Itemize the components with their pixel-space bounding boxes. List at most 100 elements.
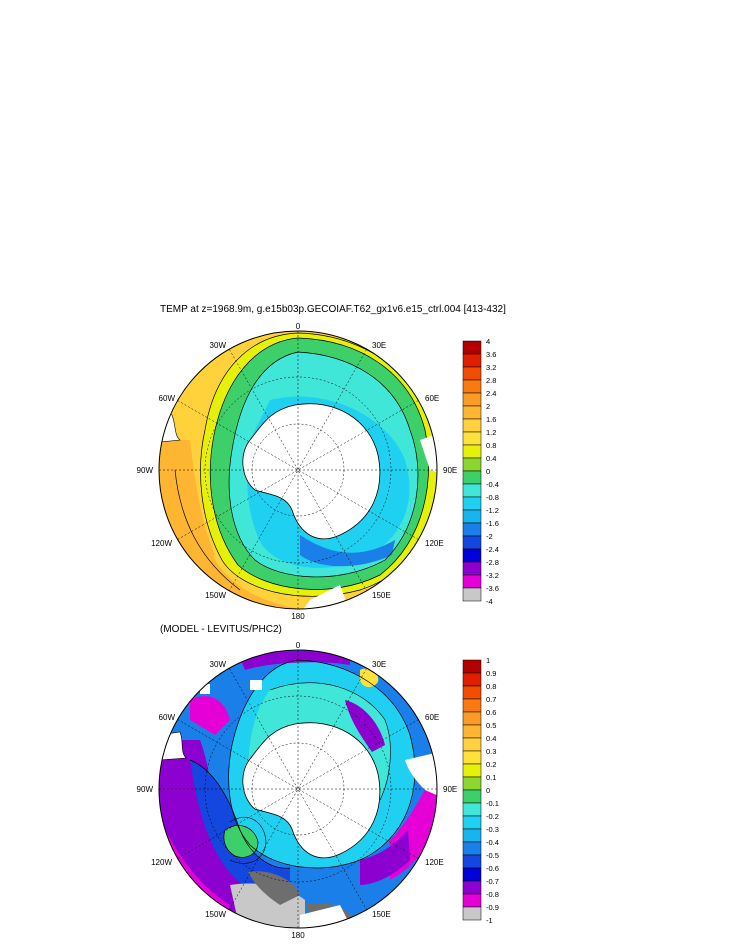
map2-colorbar-box (462, 659, 482, 674)
map1-colorbar-box (462, 535, 482, 550)
map1-colorbar-box (462, 444, 482, 459)
map2-lon-label-90e: 90E (443, 785, 457, 794)
map1-lon-label-150e: 150E (372, 591, 391, 600)
map2-lon-label-30w: 30W (210, 660, 227, 669)
map1-colorbar-box (462, 548, 482, 563)
map2-colorbar-label: 0.3 (486, 747, 496, 756)
map1-colorbar-box (462, 418, 482, 433)
map2-colorbar-box (462, 685, 482, 700)
map1-colorbar-label: 1.2 (486, 428, 496, 437)
map2-lon-label-90w: 90W (137, 785, 154, 794)
map1-colorbar-label: -1.2 (486, 506, 499, 515)
map1-colorbar-box (462, 405, 482, 420)
map1-colorbar-label: 3.2 (486, 363, 496, 372)
map2-lon-label-120e: 120E (425, 858, 444, 867)
map2-lon-label-150w: 150W (205, 910, 226, 919)
map2-colorbar-box (462, 737, 482, 752)
map1-lon-label-60e: 60E (425, 394, 439, 403)
map1-colorbar-label: 1.6 (486, 415, 496, 424)
map1-colorbar-label: -0.4 (486, 480, 499, 489)
map2-colorbar-label: 0.1 (486, 773, 496, 782)
map1-colorbar: 4 3.6 3.2 2.8 2.4 2 1.6 1.2 0.8 0.4 0 -0.4 -0.8 -1.2 -… (462, 337, 499, 606)
map1-lon-label-150w: 150W (205, 591, 226, 600)
map2-lon-label-60e: 60E (425, 713, 439, 722)
map1-colorbar-label: -4 (486, 597, 493, 606)
map1-colorbar-box (462, 366, 482, 381)
map2-colorbar-box (462, 828, 482, 843)
map2-colorbar-box (462, 763, 482, 778)
map1-colorbar-label: -1.6 (486, 519, 499, 528)
map1-colorbar-label: 0.8 (486, 441, 496, 450)
map1-colorbar-box (462, 587, 482, 602)
map1-colorbar-box (462, 431, 482, 446)
map1-lon-label-0: 0 (296, 322, 301, 331)
map2-lon-label-0: 0 (296, 641, 301, 650)
map2-colorbar-label: -0.4 (486, 838, 499, 847)
map2-colorbar-label: -0.8 (486, 890, 499, 899)
map2-colorbar-label: -1 (486, 916, 493, 925)
map1-colorbar-label: -3.6 (486, 584, 499, 593)
map2-colorbar-box (462, 815, 482, 830)
map1-colorbar-label: 3.6 (486, 350, 496, 359)
map1-colorbar-box (462, 379, 482, 394)
map2-colorbar-label: 0.9 (486, 669, 496, 678)
map1-colorbar-box (462, 496, 482, 511)
map1-colorbar-box (462, 483, 482, 498)
map1-colorbar-box (462, 509, 482, 524)
map1-colorbar-box (462, 457, 482, 472)
map1-lon-label-30w: 30W (210, 341, 227, 350)
map2-colorbar-label: 0.6 (486, 708, 496, 717)
map1-colorbar-label: -2.4 (486, 545, 499, 554)
map2-colorbar-label: -0.9 (486, 903, 499, 912)
map2-lon-label-30e: 30E (372, 660, 386, 669)
map1-colorbar-box (462, 470, 482, 485)
map1-title: TEMP at z=1968.9m, g.e15b03p.GECOIAF.T62… (160, 304, 506, 315)
map1-colorbar-label: -2.8 (486, 558, 499, 567)
map1-colorbar-box (462, 392, 482, 407)
map2-colorbar-box (462, 802, 482, 817)
map1-colorbar-label: 0 (486, 467, 490, 476)
map1-colorbar-box (462, 561, 482, 576)
map1-lon-label-90e: 90E (443, 466, 457, 475)
map1-colorbar-label: 2 (486, 402, 490, 411)
map2-lon-label-60w: 60W (159, 713, 176, 722)
map2-colorbar-label: -0.7 (486, 877, 499, 886)
map2-colorbar-box (462, 698, 482, 713)
map2-title: (MODEL - LEVITUS/PHC2) (160, 624, 282, 635)
map2-colorbar-label: -0.1 (486, 799, 499, 808)
map1-lon-label-180: 180 (291, 612, 305, 621)
map1-field (159, 331, 437, 609)
map1-polar-plot: 0 30E 60E 90E 120E 150E 180 150W 120W 90… (137, 322, 458, 621)
map2-field (159, 650, 437, 928)
map2-colorbar-label: 0 (486, 786, 490, 795)
map1-colorbar-box (462, 340, 482, 355)
map2-colorbar-label: 0.4 (486, 734, 496, 743)
map1-colorbar-label: 2.8 (486, 376, 496, 385)
map2-colorbar-box (462, 672, 482, 687)
map2-polar-plot: 0 30E 60E 90E 120E 150E 180 150W 120W 90… (137, 641, 458, 940)
map2-colorbar-box (462, 867, 482, 882)
map2-colorbar-label: -0.5 (486, 851, 499, 860)
map2-colorbar-label: 0.5 (486, 721, 496, 730)
map1-colorbar-label: -0.8 (486, 493, 499, 502)
map2-colorbar-label: -0.6 (486, 864, 499, 873)
map2-colorbar-label: 0.2 (486, 760, 496, 769)
map2-colorbar-box (462, 724, 482, 739)
map2-colorbar-box (462, 711, 482, 726)
map1-lon-label-120e: 120E (425, 539, 444, 548)
map1-colorbar-box (462, 574, 482, 589)
map1-lon-label-60w: 60W (159, 394, 176, 403)
map2-colorbar-label: 0.8 (486, 682, 496, 691)
map2-colorbar-box (462, 776, 482, 791)
map2-colorbar-box (462, 893, 482, 908)
map1-colorbar-label: -2 (486, 532, 493, 541)
map2-colorbar-label: 1 (486, 656, 490, 665)
map2-lon-label-150e: 150E (372, 910, 391, 919)
map1-colorbar-box (462, 522, 482, 537)
map1-colorbar-label: 4 (486, 337, 490, 346)
map2-lon-label-180: 180 (291, 931, 305, 940)
map1-lon-label-120w: 120W (151, 539, 172, 548)
map2-colorbar-label: 0.7 (486, 695, 496, 704)
map1-colorbar-label: -3.2 (486, 571, 499, 580)
